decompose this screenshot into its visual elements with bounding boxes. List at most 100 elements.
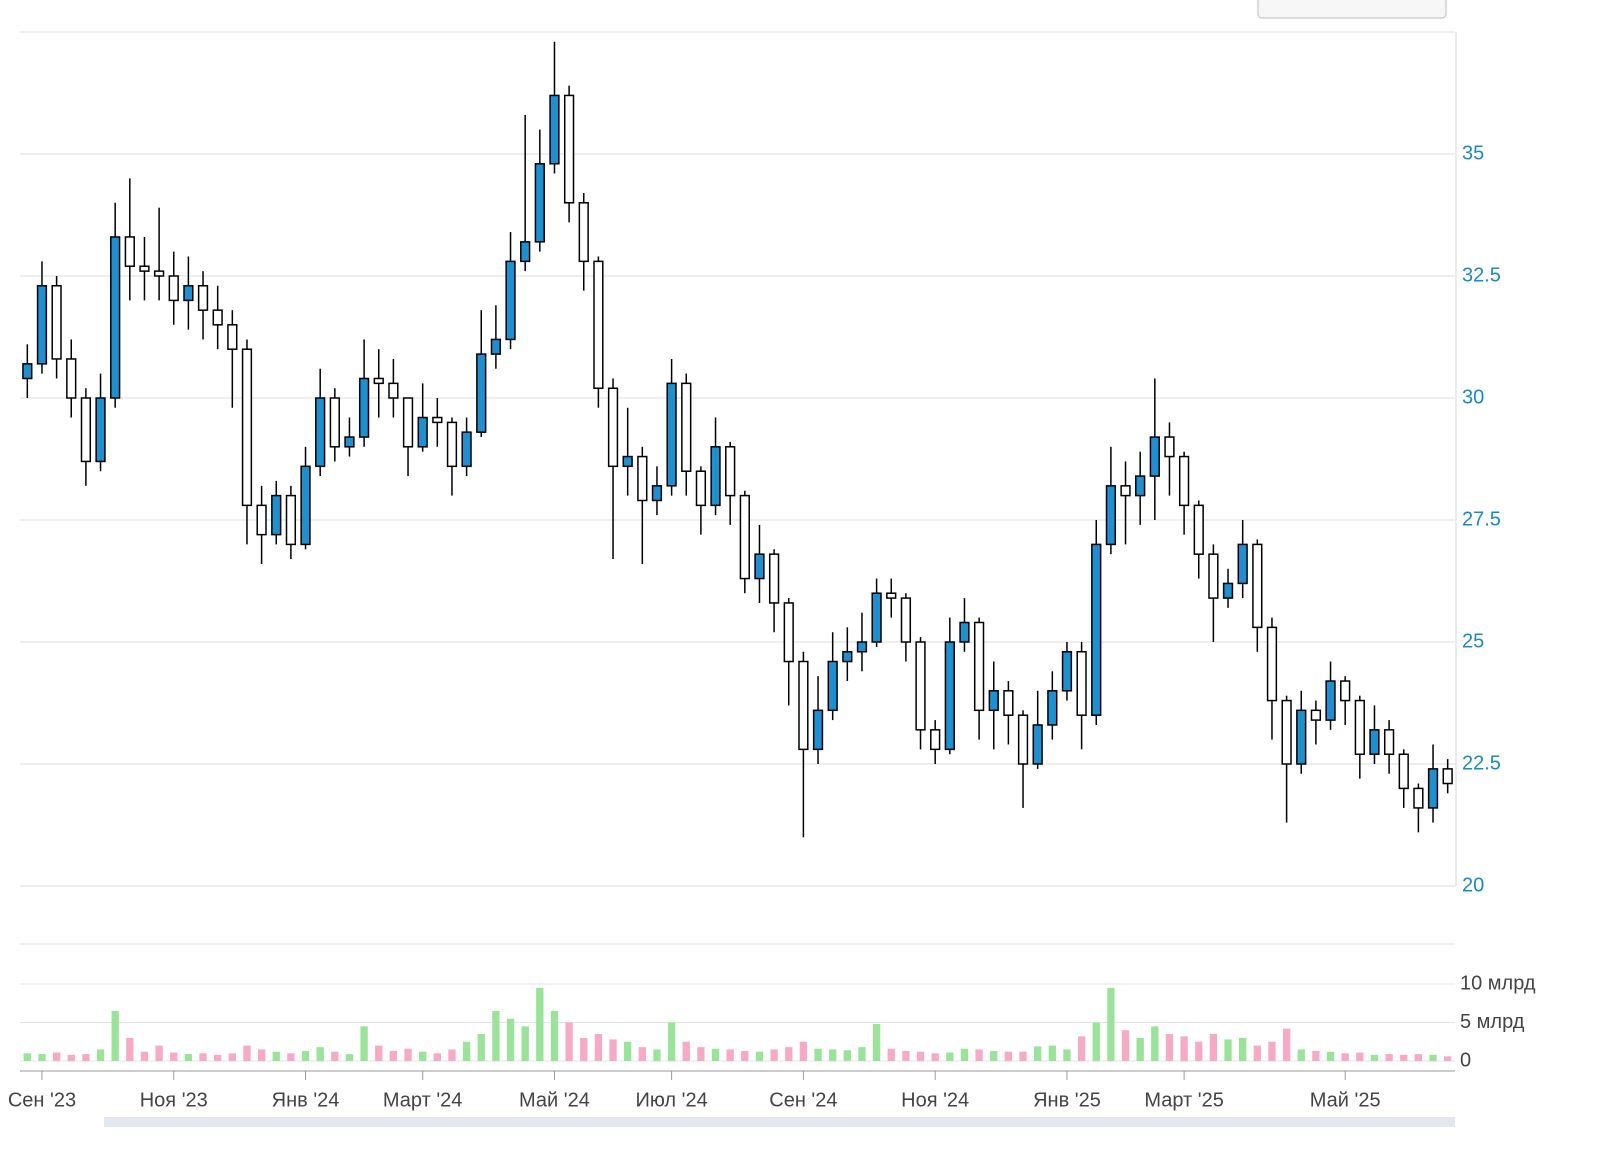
candle-body bbox=[695, 470, 707, 507]
volume-bar bbox=[580, 1037, 588, 1061]
volume-bar bbox=[902, 1050, 910, 1061]
volume-bar bbox=[404, 1048, 412, 1061]
candle-body bbox=[344, 436, 355, 448]
volume-bar bbox=[52, 1052, 61, 1061]
volume-bar bbox=[96, 1049, 105, 1061]
volume-bar bbox=[155, 1045, 163, 1061]
candle-body bbox=[900, 597, 912, 643]
volume-bar bbox=[301, 1050, 310, 1061]
volume-bar bbox=[1312, 1050, 1320, 1061]
candle-body bbox=[681, 382, 692, 472]
candle-body bbox=[285, 494, 297, 546]
candle-body bbox=[212, 309, 223, 326]
candle-body bbox=[827, 660, 838, 712]
candle-body bbox=[227, 324, 238, 350]
volume-bar bbox=[1239, 1037, 1247, 1061]
volume-bar bbox=[1341, 1053, 1349, 1061]
candle-body bbox=[446, 421, 458, 468]
volume-bar bbox=[1048, 1045, 1056, 1061]
candle-body bbox=[930, 729, 941, 751]
candle-body bbox=[593, 260, 604, 389]
volume-bar bbox=[1121, 1030, 1130, 1061]
x-tick-label: Ноя '23 bbox=[140, 1089, 208, 1111]
candle-body bbox=[1003, 690, 1014, 716]
volume-bar bbox=[214, 1054, 222, 1061]
y-tick-label: 27.5 bbox=[1462, 508, 1501, 530]
navigator[interactable] bbox=[104, 1117, 1455, 1127]
volume-bar bbox=[536, 987, 544, 1061]
candle-body bbox=[256, 504, 267, 536]
candle-body bbox=[1047, 690, 1058, 726]
candle-body bbox=[153, 270, 165, 277]
candle-body bbox=[183, 285, 194, 302]
x-tick-label: Сен '23 bbox=[8, 1089, 76, 1111]
candle-body bbox=[95, 397, 106, 463]
candle-body bbox=[622, 455, 633, 468]
candle-body bbox=[812, 709, 824, 751]
candle-body bbox=[1120, 485, 1131, 497]
volume-bar bbox=[594, 1034, 603, 1061]
volume-bar bbox=[228, 1053, 236, 1061]
candle-body bbox=[1281, 699, 1292, 765]
candle-body bbox=[973, 621, 985, 712]
candle-body bbox=[1383, 729, 1395, 755]
candle-body bbox=[856, 641, 868, 653]
volume-bar bbox=[1224, 1039, 1232, 1061]
volume-bar bbox=[653, 1049, 661, 1061]
candle-body bbox=[329, 397, 340, 448]
candle-body bbox=[1296, 709, 1307, 765]
candle-body bbox=[1325, 680, 1336, 721]
x-tick-label: Сен '24 bbox=[769, 1089, 837, 1111]
x-tick-label: Янв '25 bbox=[1033, 1089, 1101, 1111]
volume-bar bbox=[814, 1048, 822, 1061]
volume-bar bbox=[946, 1052, 954, 1061]
candle-body bbox=[520, 241, 531, 263]
candle-body bbox=[358, 377, 370, 438]
candle-body bbox=[432, 416, 443, 424]
volume-bar bbox=[1092, 1022, 1100, 1061]
volume-bar bbox=[257, 1049, 266, 1061]
candle-body bbox=[637, 455, 648, 502]
candle-body bbox=[168, 275, 179, 302]
candle-body bbox=[373, 377, 384, 385]
candle-body bbox=[1427, 768, 1439, 809]
candle-body bbox=[271, 494, 282, 536]
volume-bar bbox=[243, 1045, 251, 1061]
volume-bar bbox=[785, 1047, 793, 1061]
volume-bar bbox=[316, 1047, 324, 1061]
volume-bar bbox=[1195, 1041, 1203, 1061]
candle-body bbox=[725, 446, 736, 497]
volume-bar bbox=[1444, 1056, 1452, 1061]
candle-body bbox=[80, 397, 92, 463]
volume-bar bbox=[770, 1049, 778, 1061]
volume-bar bbox=[1180, 1036, 1188, 1061]
candle-body bbox=[476, 353, 487, 433]
volume-bar bbox=[872, 1024, 881, 1061]
volume-bar bbox=[1297, 1049, 1305, 1061]
volume-bar bbox=[1282, 1028, 1291, 1061]
volume-bar bbox=[1253, 1045, 1261, 1061]
candle-body bbox=[1442, 768, 1453, 785]
x-tick-label: Янв '24 bbox=[272, 1089, 340, 1111]
candle-body bbox=[402, 397, 414, 448]
y-tick-label: 30 bbox=[1462, 386, 1484, 408]
range-button[interactable] bbox=[1257, 0, 1447, 19]
candle-body bbox=[490, 338, 502, 355]
candle-body bbox=[1266, 626, 1278, 702]
volume-bar bbox=[375, 1045, 383, 1061]
candle-body bbox=[842, 651, 853, 663]
x-tick-label: Март '25 bbox=[1144, 1089, 1223, 1111]
candle-body bbox=[1178, 455, 1190, 507]
candle-body bbox=[1193, 504, 1204, 555]
candle-body bbox=[739, 494, 750, 580]
volume-bar bbox=[477, 1034, 485, 1061]
candle-body bbox=[1061, 651, 1073, 692]
volume-tick-label: 10 млрд bbox=[1460, 972, 1536, 994]
x-tick-label: Май '24 bbox=[519, 1089, 590, 1111]
x-tick-label: Июл '24 bbox=[635, 1089, 707, 1111]
x-tick-label: Май '25 bbox=[1310, 1089, 1381, 1111]
volume-bar bbox=[1019, 1051, 1027, 1061]
y-tick-label: 20 bbox=[1462, 874, 1484, 896]
candle-body bbox=[988, 690, 999, 712]
